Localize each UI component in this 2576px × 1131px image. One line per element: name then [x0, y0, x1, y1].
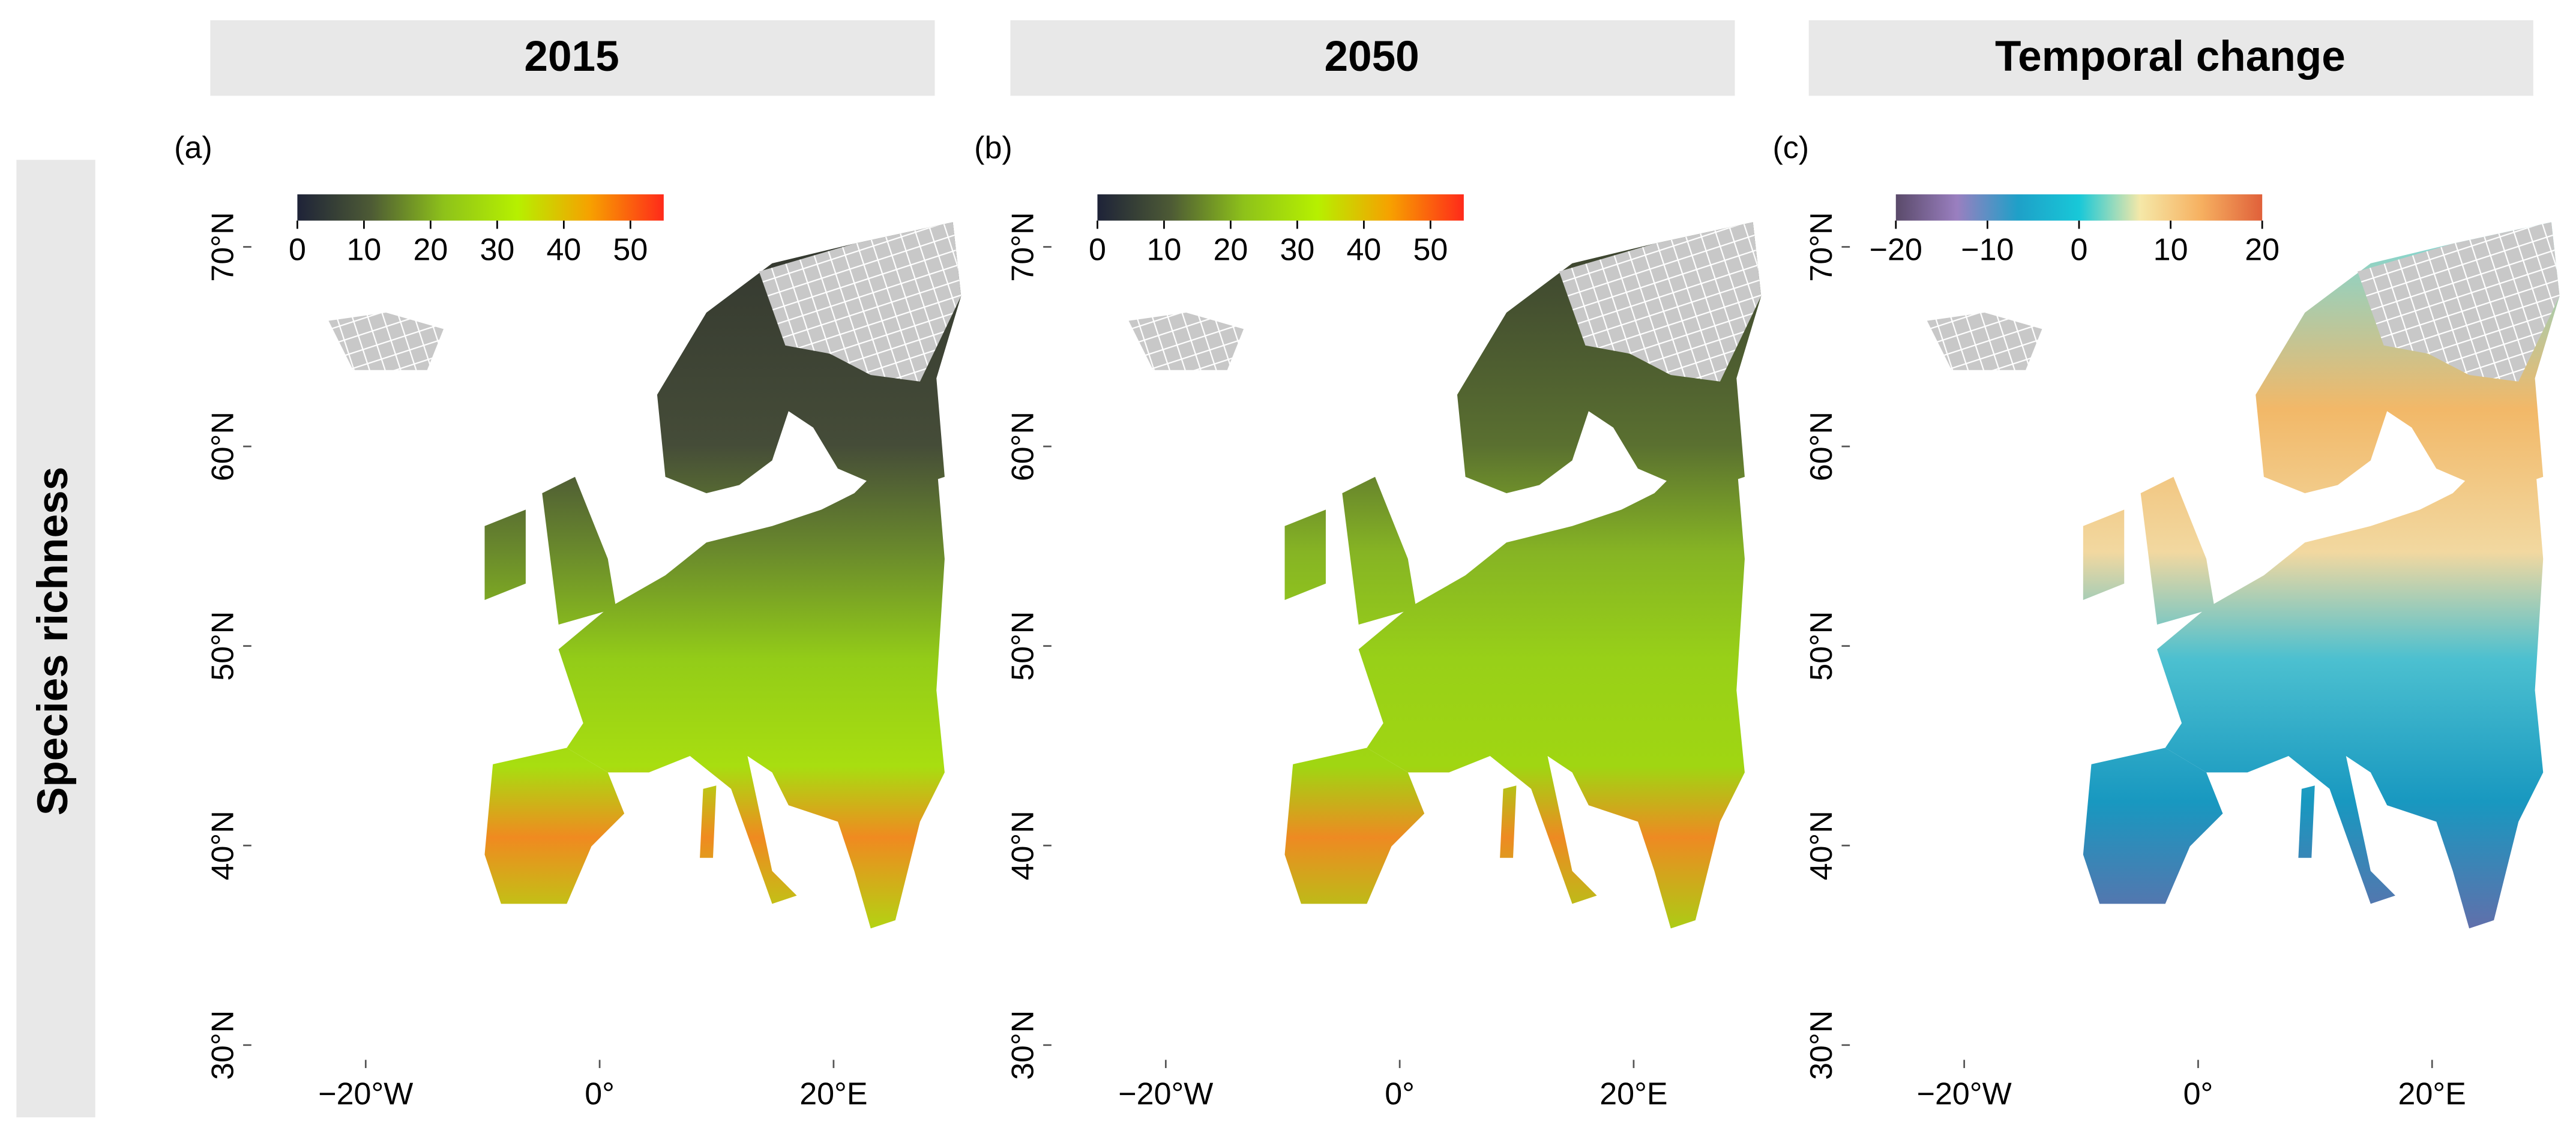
lon-tick-label: 0°	[585, 1076, 615, 1111]
lat-tick-label: 40°N	[1006, 811, 1041, 880]
colorbar-tick-label: 0	[2071, 232, 2088, 267]
colorbar-tick-label: 50	[1413, 232, 1448, 267]
lat-tick-label: 70°N	[1804, 212, 1839, 281]
header: 2050	[1324, 33, 1419, 80]
colorbar-tick-label: 10	[1147, 232, 1182, 267]
row-label-box	[16, 160, 95, 1118]
lon-tick-label: −20°W	[318, 1076, 413, 1111]
colorbar-tick-label: 40	[546, 232, 581, 267]
lat-tick-label: 30°N	[206, 1010, 241, 1080]
lat-tick-label: 40°N	[1804, 811, 1839, 880]
header: 2015	[524, 33, 619, 80]
colorbar-tick-label: 20	[1214, 232, 1248, 267]
colorbar-tick-label: −20	[1870, 232, 1922, 267]
lon-tick-label: 20°E	[2398, 1076, 2466, 1111]
colorbar	[1097, 194, 1464, 221]
lat-tick-label: 60°N	[206, 412, 241, 481]
lon-tick-label: 0°	[2183, 1076, 2213, 1111]
lat-tick-label: 60°N	[1804, 412, 1839, 481]
panel-label: (b)	[974, 131, 1013, 166]
lat-tick-label: 50°N	[1804, 611, 1839, 681]
lon-tick-label: 0°	[1385, 1076, 1415, 1111]
colorbar-tick-label: −10	[1961, 232, 2014, 267]
row-label: Species richness	[29, 467, 77, 815]
colorbar-tick-label: 0	[289, 232, 306, 267]
lon-tick-label: −20°W	[1118, 1076, 1213, 1111]
panel-label: (c)	[1772, 131, 1809, 166]
colorbar-tick-label: 40	[1346, 232, 1381, 267]
header-box	[1808, 20, 2533, 96]
lon-tick-label: 20°E	[1599, 1076, 1667, 1111]
map-b	[1128, 222, 1762, 929]
colorbar-tick-label: 30	[480, 232, 514, 267]
lat-tick-label: 30°N	[1006, 1010, 1041, 1080]
colorbar-tick-label: 10	[2153, 232, 2188, 267]
panel-label: (a)	[174, 131, 212, 166]
lat-tick-label: 60°N	[1006, 412, 1041, 481]
lat-tick-label: 70°N	[1006, 212, 1041, 281]
map-c	[1927, 222, 2560, 929]
colorbar	[297, 194, 664, 221]
colorbar-tick-label: 30	[1280, 232, 1315, 267]
map-a	[328, 222, 961, 929]
lat-tick-label: 30°N	[1804, 1010, 1839, 1080]
colorbar-tick-label: 10	[347, 232, 382, 267]
colorbar-tick-label: 20	[413, 232, 448, 267]
colorbar-tick-label: 50	[613, 232, 648, 267]
header-box	[1010, 20, 1735, 96]
lat-tick-label: 50°N	[1006, 611, 1041, 681]
colorbar-tick-label: 0	[1089, 232, 1106, 267]
lon-tick-label: −20°W	[1917, 1076, 2012, 1111]
header-box	[210, 20, 935, 96]
colorbar	[1895, 194, 2263, 221]
colorbar-tick-label: 20	[2245, 232, 2280, 267]
lat-tick-label: 40°N	[206, 811, 241, 880]
header: Temporal change	[1995, 33, 2346, 80]
lat-tick-label: 70°N	[206, 212, 241, 281]
lon-tick-label: 20°E	[799, 1076, 867, 1111]
lat-tick-label: 50°N	[206, 611, 241, 681]
